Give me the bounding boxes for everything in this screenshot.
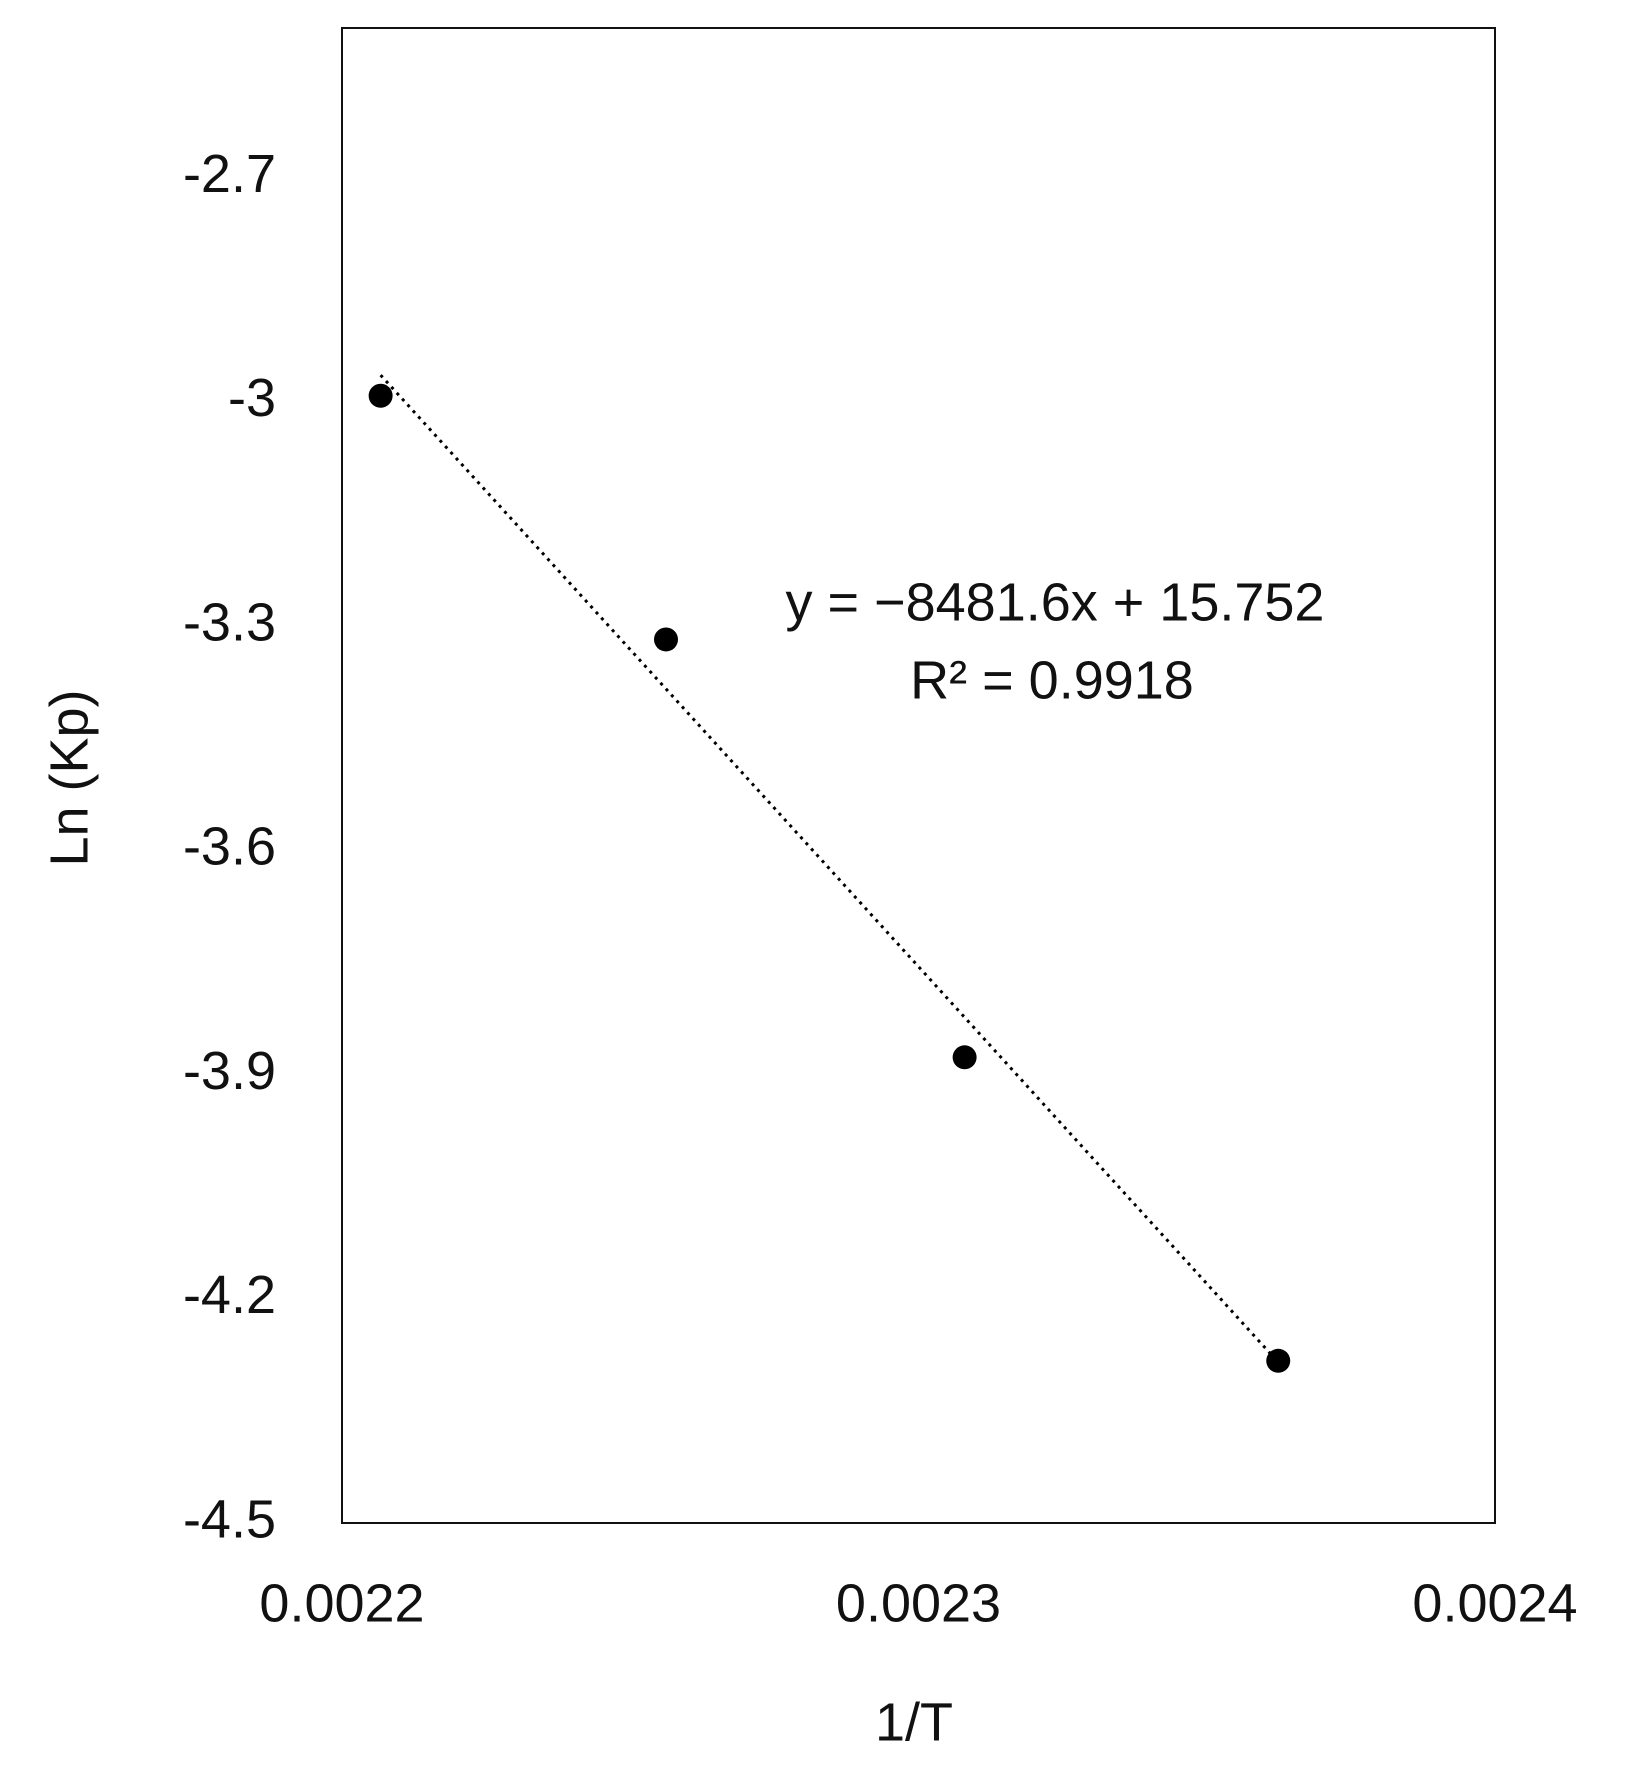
x-tick-label: 0.0024	[1412, 1573, 1577, 1633]
y-tick-label: -3.6	[183, 817, 276, 877]
y-tick-label: -4.5	[183, 1489, 276, 1549]
data-point	[952, 1045, 977, 1070]
x-axis-title: 1/T	[875, 1692, 953, 1752]
data-point	[653, 627, 678, 652]
plot-frame	[341, 27, 1496, 1524]
data-point	[1266, 1348, 1291, 1373]
x-tick-label: 0.0023	[836, 1573, 1001, 1633]
y-tick-label: -2.7	[183, 144, 276, 204]
data-point	[368, 383, 393, 408]
y-tick-label: -3.9	[183, 1041, 276, 1101]
y-tick-label: -3.3	[183, 592, 276, 652]
trendline-r-squared: R² = 0.9918	[910, 650, 1194, 710]
y-tick-label: -4.2	[183, 1265, 276, 1325]
trendline-equation: y = −8481.6x + 15.752	[786, 572, 1325, 632]
y-axis-title: Ln (Kp)	[39, 689, 99, 866]
trendline	[379, 374, 1280, 1364]
y-tick-label: -3	[228, 368, 276, 428]
x-tick-label: 0.0022	[259, 1573, 424, 1633]
